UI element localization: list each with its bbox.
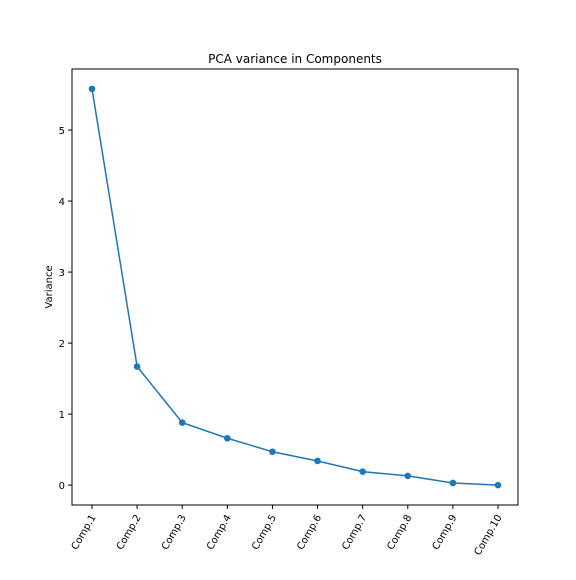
y-axis-label: Variance — [44, 265, 55, 308]
data-point — [224, 434, 231, 442]
y-tick-label: 2 — [59, 339, 65, 350]
y-tick-label: 0 — [59, 481, 65, 492]
series-line — [91, 88, 499, 486]
y-axis-ticks: 0 1 2 3 4 5 — [59, 126, 72, 492]
y-tick-label: 1 — [59, 410, 65, 421]
data-point — [494, 481, 502, 489]
y-tick-label: 3 — [59, 268, 65, 279]
data-point — [404, 472, 412, 480]
data-point — [269, 448, 276, 456]
y-tick-label: 4 — [59, 197, 65, 208]
plot-frame — [71, 68, 519, 506]
data-point — [314, 457, 321, 465]
chart-title: PCA variance in Components — [208, 52, 382, 66]
data-point — [88, 85, 96, 93]
series-layer — [88, 85, 502, 489]
data-point — [178, 419, 186, 426]
data-point — [359, 468, 366, 475]
data-point — [133, 363, 141, 370]
y-tick-label: 5 — [59, 126, 65, 137]
data-point — [449, 479, 457, 487]
